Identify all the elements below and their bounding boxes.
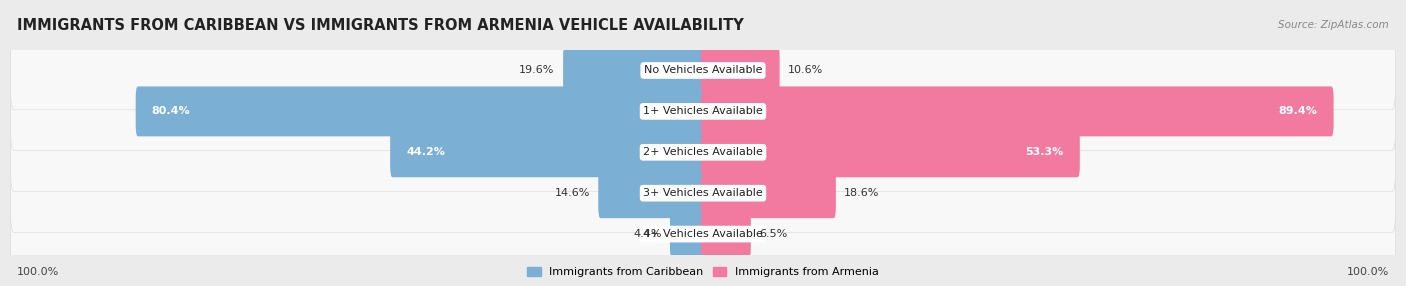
FancyBboxPatch shape [10,195,1395,273]
FancyBboxPatch shape [700,127,1080,177]
Text: 100.0%: 100.0% [17,267,59,277]
Text: 53.3%: 53.3% [1025,147,1064,157]
Text: 1+ Vehicles Available: 1+ Vehicles Available [643,106,763,116]
Text: 18.6%: 18.6% [844,188,880,198]
FancyBboxPatch shape [10,72,1395,151]
Text: IMMIGRANTS FROM CARIBBEAN VS IMMIGRANTS FROM ARMENIA VEHICLE AVAILABILITY: IMMIGRANTS FROM CARIBBEAN VS IMMIGRANTS … [17,17,744,33]
FancyBboxPatch shape [700,168,835,218]
Text: 4+ Vehicles Available: 4+ Vehicles Available [643,229,763,239]
FancyBboxPatch shape [10,154,1395,233]
Text: 4.4%: 4.4% [633,229,662,239]
Text: 10.6%: 10.6% [787,65,824,76]
Text: 80.4%: 80.4% [152,106,190,116]
FancyBboxPatch shape [389,127,706,177]
FancyBboxPatch shape [700,86,1333,136]
FancyBboxPatch shape [562,45,706,96]
Text: 6.5%: 6.5% [759,229,787,239]
Text: 89.4%: 89.4% [1278,106,1317,116]
FancyBboxPatch shape [700,45,779,96]
Text: 2+ Vehicles Available: 2+ Vehicles Available [643,147,763,157]
Legend: Immigrants from Caribbean, Immigrants from Armenia: Immigrants from Caribbean, Immigrants fr… [523,262,883,281]
FancyBboxPatch shape [10,113,1395,192]
Text: 44.2%: 44.2% [406,147,446,157]
Text: 19.6%: 19.6% [519,65,554,76]
Text: No Vehicles Available: No Vehicles Available [644,65,762,76]
Text: Source: ZipAtlas.com: Source: ZipAtlas.com [1278,20,1389,30]
FancyBboxPatch shape [700,209,751,259]
FancyBboxPatch shape [10,31,1395,110]
Text: 14.6%: 14.6% [554,188,591,198]
Text: 100.0%: 100.0% [1347,267,1389,277]
FancyBboxPatch shape [669,209,706,259]
Text: 3+ Vehicles Available: 3+ Vehicles Available [643,188,763,198]
FancyBboxPatch shape [135,86,704,136]
FancyBboxPatch shape [599,168,706,218]
